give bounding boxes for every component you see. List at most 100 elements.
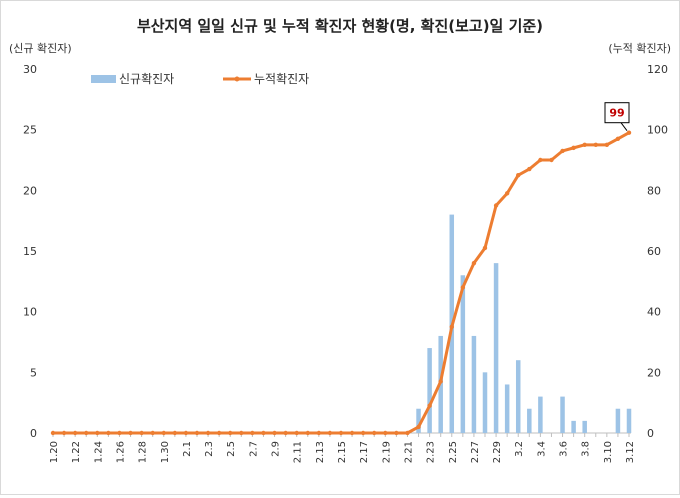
cumulative-point <box>305 430 310 436</box>
cumulative-point <box>504 191 510 196</box>
annotation-callout: 99 <box>604 102 630 131</box>
cumulative-point <box>316 430 322 436</box>
cumulative-point <box>106 430 111 436</box>
y-left-tick-label: 5 <box>30 366 37 379</box>
x-tick-label: 2.7 <box>248 441 259 457</box>
cumulative-point <box>582 142 587 148</box>
cumulative-point <box>482 245 488 251</box>
x-tick-label: 3.12 <box>625 441 636 463</box>
cumulative-point <box>571 145 576 151</box>
cumulative-point <box>471 260 477 266</box>
cumulative-point <box>615 136 621 141</box>
bar-new-cases <box>538 396 543 433</box>
x-tick-label: 3.8 <box>581 441 592 457</box>
x-tick-label: 1.28 <box>138 441 149 463</box>
cumulative-point <box>372 430 377 436</box>
y-left-tick-label: 10 <box>23 306 37 319</box>
x-tick-label: 2.19 <box>381 441 392 463</box>
cumulative-point <box>183 430 189 436</box>
right-axis-label: (누적 확진자) <box>608 42 671 55</box>
cumulative-point <box>427 403 432 408</box>
cumulative-point <box>228 430 233 436</box>
x-tick-label: 2.11 <box>293 441 304 463</box>
cumulative-point <box>117 430 122 436</box>
legend-label-cumulative: 누적확진자 <box>254 72 309 86</box>
callout-label: 99 <box>609 107 624 120</box>
cumulative-point <box>593 142 598 148</box>
cumulative-point <box>626 130 632 135</box>
bar-new-cases <box>504 384 510 433</box>
bar-new-cases <box>427 348 432 433</box>
cumulative-point <box>150 430 155 436</box>
cumulative-point <box>527 166 532 172</box>
y-right-tick-label: 80 <box>647 184 661 197</box>
x-tick-label: 2.15 <box>337 441 348 463</box>
line-cumulative <box>50 130 632 436</box>
legend-swatch-cumulative-marker <box>234 76 240 82</box>
x-tick-label: 2.27 <box>470 441 481 463</box>
cumulative-point <box>416 424 421 430</box>
cumulative-point <box>161 430 166 436</box>
y-right-tick-label: 60 <box>647 245 661 258</box>
cumulative-point <box>50 430 56 436</box>
cumulative-point <box>394 430 399 436</box>
x-tick-label: 1.26 <box>115 441 126 463</box>
bars-new-cases <box>416 214 632 433</box>
cumulative-point <box>194 430 200 436</box>
y-right-tick-label: 120 <box>647 63 668 76</box>
y-right-tick-label: 100 <box>647 124 668 137</box>
callout-box <box>604 102 630 124</box>
x-tick-label: 2.23 <box>426 441 437 463</box>
x-tick-label: 2.9 <box>271 441 282 457</box>
cumulative-point <box>383 430 388 436</box>
chart-title: 부산지역 일일 신규 및 누적 확진자 현황(명, 확진(보고)일 기준) <box>137 17 543 35</box>
cumulative-point <box>516 172 521 178</box>
x-tick-label: 2.3 <box>204 441 215 457</box>
x-tick-label: 2.25 <box>448 441 459 463</box>
y-left-tick-label: 20 <box>23 184 37 197</box>
x-tick-label: 2.1 <box>182 441 193 457</box>
cumulative-point <box>272 430 277 436</box>
x-tick-label: 2.5 <box>226 441 237 457</box>
axes: 0 5 10 15 20 25 30 0 20 40 60 80 100 120 1.20 1.22 1.24 1… <box>23 63 668 463</box>
bar-new-cases <box>460 275 466 433</box>
cumulative-point <box>84 430 89 436</box>
bar-new-cases <box>582 420 587 433</box>
bar-new-cases <box>482 372 488 433</box>
cumulative-point <box>560 148 565 154</box>
x-tick-label: 1.30 <box>160 441 171 463</box>
callout-pointer <box>620 122 628 131</box>
cumulative-point <box>283 430 288 436</box>
cumulative-point <box>405 430 410 436</box>
x-tick-label: 1.20 <box>49 441 60 463</box>
bar-new-cases <box>515 360 521 433</box>
cumulative-point <box>294 430 299 436</box>
y-right-tick-label: 0 <box>647 427 654 440</box>
y-left-tick-label: 0 <box>30 427 37 440</box>
cumulative-point <box>549 157 554 163</box>
x-tick-label: 3.4 <box>536 441 547 457</box>
cumulative-point <box>172 430 178 436</box>
cumulative-point <box>327 430 333 436</box>
legend: 신규확진자 누적확진자 <box>91 72 309 86</box>
x-tick-label: 2.17 <box>359 441 370 463</box>
bar-new-cases <box>560 396 565 433</box>
bar-new-cases <box>416 408 421 433</box>
bar-new-cases <box>615 408 621 433</box>
x-tick-label: 3.2 <box>514 441 525 457</box>
cumulative-point <box>261 430 266 436</box>
cumulative-point <box>493 203 499 208</box>
y-right-tick-label: 40 <box>647 306 661 319</box>
cumulative-point <box>338 430 344 436</box>
cumulative-point <box>139 430 144 436</box>
cumulative-point <box>250 430 255 436</box>
cumulative-line <box>53 131 630 435</box>
bar-new-cases <box>493 263 499 433</box>
bar-new-cases <box>471 335 477 433</box>
cumulative-point <box>205 430 211 436</box>
x-tick-label: 1.22 <box>71 441 82 463</box>
legend-swatch-new-cases <box>91 75 116 83</box>
cumulative-point <box>538 157 543 163</box>
cumulative-point <box>349 430 355 436</box>
cumulative-point <box>239 430 244 436</box>
